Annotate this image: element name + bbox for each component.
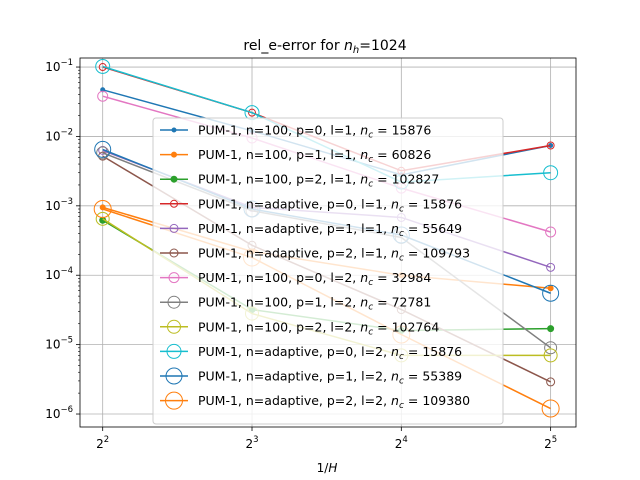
legend-swatch-marker [171,151,177,158]
data-point [543,348,558,363]
x-tick-label: 23 [245,435,258,451]
x-axis-label: 1/H [317,461,338,475]
legend-entry: PUM-1, n=adaptive, p=1, l=2, nc = 55389 [160,367,462,387]
legend-entry: PUM-1, n=100, p=2, l=2, nc = 102764 [160,319,439,337]
legend-swatch-marker [171,127,177,133]
x-tick-label: 25 [544,435,557,451]
legend-entry: PUM-1, n=100, p=0, l=2, nc = 32984 [160,270,431,288]
legend-swatch-marker [170,175,178,183]
y-tick-label: 10−2 [45,127,73,143]
data-point [248,108,257,117]
y-tick-label: 10−1 [45,58,73,74]
legend: PUM-1, n=100, p=0, l=1, nc = 15876 PUM-1,… [152,117,504,425]
legend-box [152,117,504,425]
legend-entry: PUM-1, n=adaptive, p=2, l=1, nc = 109793 [160,246,470,264]
x-tick-label: 22 [96,435,109,451]
legend-swatch-marker [165,367,183,385]
legend-label: PUM-1, n=100, p=0, l=1, nc = 15876 [198,123,431,141]
data-point [546,141,555,150]
data-point [546,377,556,387]
plot-frame [79,57,577,428]
data-point [95,211,110,226]
data-point [95,58,111,74]
data-point [546,262,556,272]
chart-title: rel_e-error for nh=1024 [243,38,406,56]
data-point [542,284,560,302]
legend-label: PUM-1, n=adaptive, p=2, l=2, nc = 109380 [198,393,470,411]
y-tick-label: 10−6 [45,405,73,421]
y-tick-label: 10−3 [45,197,73,213]
data-point [545,226,557,238]
legend-swatch-marker [165,391,183,410]
legend-entry: PUM-1, n=adaptive, p=0, l=1, nc = 15876 [160,196,462,214]
legend-label: PUM-1, n=adaptive, p=1, l=1, nc = 55649 [198,221,462,239]
y-tick-label: 10−5 [45,336,73,352]
legend-swatch-marker [167,295,181,309]
data-point [93,200,112,219]
legend-label: PUM-1, n=adaptive, p=0, l=1, nc = 15876 [198,196,462,214]
legend-entry: PUM-1, n=adaptive, p=1, l=1, nc = 55649 [160,221,462,239]
data-point [547,325,555,333]
legend-swatch-marker [167,319,181,334]
legend-swatch-marker [166,343,182,359]
legend-label: PUM-1, n=100, p=0, l=2, nc = 32984 [198,270,431,288]
data-point [541,399,560,418]
data-point [544,341,558,355]
legend-swatch-marker [168,272,180,284]
legend-swatch-marker [170,199,178,208]
legend-entry: PUM-1, n=adaptive, p=2, l=2, nc = 109380 [160,391,470,411]
legend-label: PUM-1, n=100, p=1, l=1, nc = 60826 [198,147,431,165]
data-point [543,165,559,181]
data-point [96,146,110,160]
legend-entry: PUM-1, n=100, p=2, l=1, nc = 102827 [160,172,439,190]
y-axis: 10−6 10−5 10−4 10−3 10−2 10−1 [45,58,80,421]
legend-label: PUM-1, n=adaptive, p=0, l=2, nc = 15876 [198,344,462,362]
legend-label: PUM-1, n=100, p=2, l=2, nc = 102764 [198,319,439,337]
legend-entry: PUM-1, n=adaptive, p=0, l=2, nc = 15876 [160,343,462,362]
legend-swatch-marker [169,248,179,258]
legend-entry: PUM-1, n=100, p=0, l=1, nc = 15876 [160,123,431,141]
legend-label: PUM-1, n=100, p=2, l=1, nc = 102827 [198,172,439,190]
y-tick-label: 10−4 [45,266,73,282]
legend-label: PUM-1, n=adaptive, p=1, l=2, nc = 55389 [198,369,462,387]
x-tick-label: 24 [395,435,408,451]
x-axis: 22 23 24 25 [96,427,557,451]
legend-entry: PUM-1, n=100, p=1, l=1, nc = 60826 [160,147,431,165]
legend-label: PUM-1, n=100, p=1, l=2, nc = 72781 [198,295,431,313]
legend-label: PUM-1, n=adaptive, p=2, l=1, nc = 109793 [198,246,470,264]
data-point [94,140,112,158]
legend-entry: PUM-1, n=100, p=1, l=2, nc = 72781 [160,295,431,313]
legend-swatch-marker [169,223,179,233]
data-point [97,90,109,102]
data-point [547,285,554,292]
